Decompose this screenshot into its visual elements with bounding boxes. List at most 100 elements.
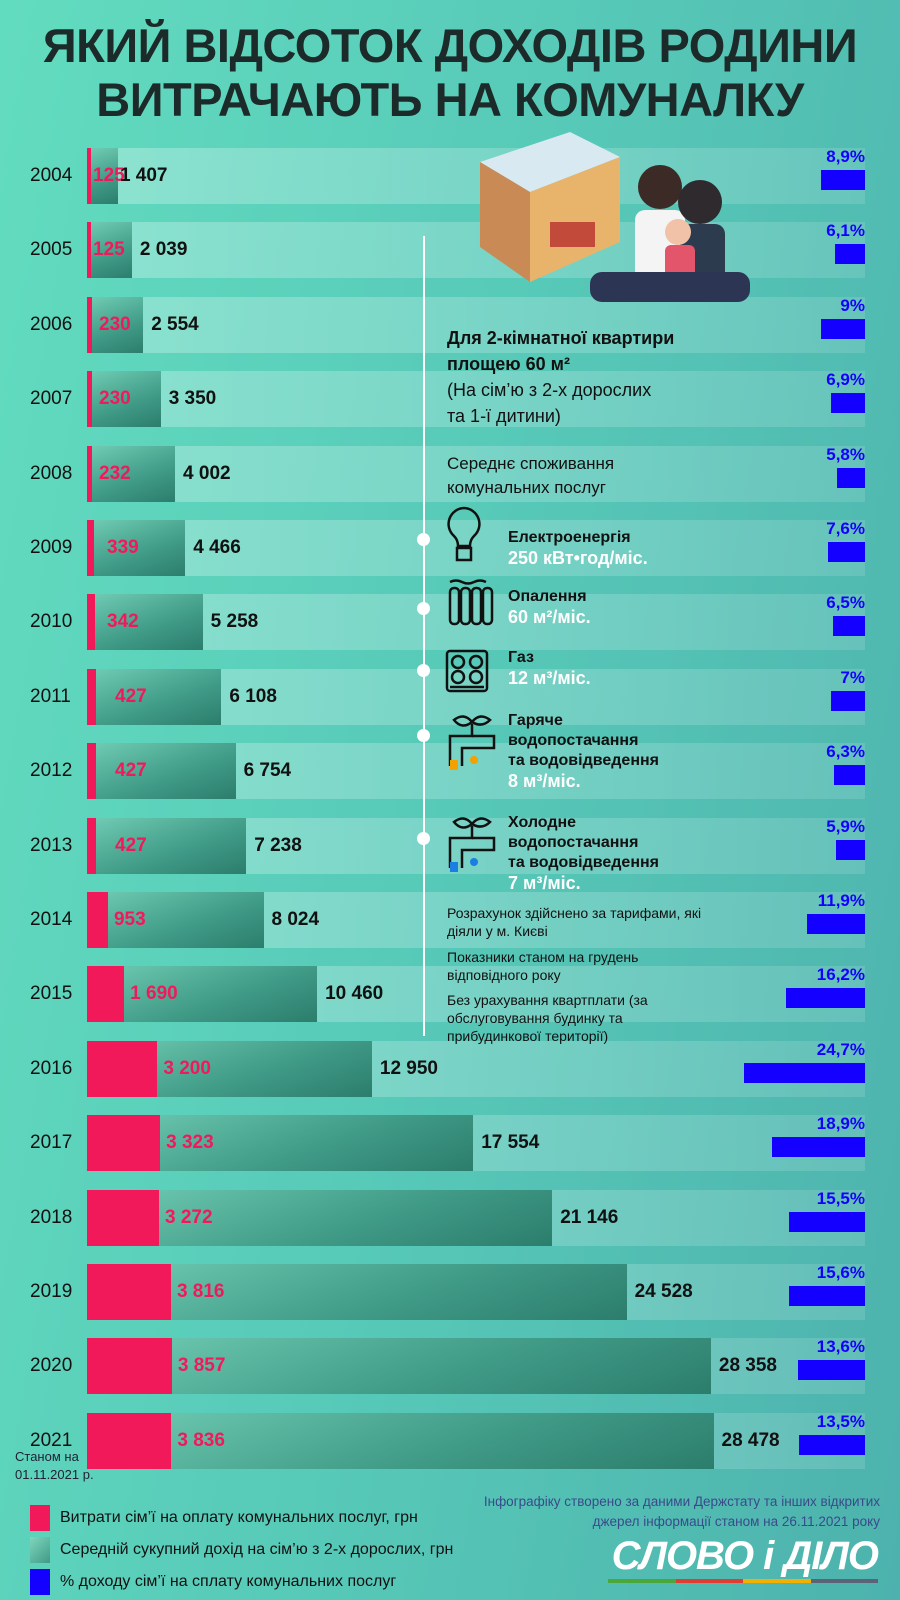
year-label: 2010 xyxy=(30,611,73,633)
spend-value-label: 3 857 xyxy=(177,1355,226,1377)
income-bar xyxy=(87,668,222,725)
income-bar xyxy=(87,1412,714,1469)
percent-value-label: 13,6% xyxy=(816,1337,865,1357)
year-label: 2005 xyxy=(30,239,73,261)
income-bar xyxy=(87,1264,627,1320)
income-bar xyxy=(87,892,264,948)
spend-bar xyxy=(87,892,108,948)
legend-swatch-percent xyxy=(30,1569,50,1595)
panel-connector-line xyxy=(423,236,425,1036)
service-electricity: Електроенергія 250 кВт•год/міс. xyxy=(508,528,648,568)
year-label: 2014 xyxy=(30,909,73,930)
spend-value-label: 427 xyxy=(115,760,147,782)
income-value-label: 2 554 xyxy=(151,313,199,335)
percent-bar xyxy=(798,1360,865,1381)
legend-label-income: Середній сукупний дохід на сім’ю з 2-х д… xyxy=(60,1541,454,1558)
percent-bar xyxy=(835,244,865,265)
bullet-dot xyxy=(417,533,430,546)
panel-heading-2: площею 60 м² xyxy=(447,354,570,374)
service-hot-water: Гаряче водопостачання та водовідведення 8 м… xyxy=(508,711,659,791)
year-label: 2004 xyxy=(30,165,73,186)
percent-bar xyxy=(806,914,865,934)
percent-value-label: 18,9% xyxy=(816,1114,865,1134)
percent-value-label: 7% xyxy=(840,667,865,687)
radiator-icon xyxy=(448,579,494,626)
spend-value-label: 125 xyxy=(93,165,125,186)
row-band xyxy=(87,594,865,651)
year-label: 2015 xyxy=(30,983,73,1005)
title-line-1: ЯКИЙ ВІДСОТОК ДОХОДІВ РОДИНИ xyxy=(42,19,858,72)
spend-value-label: 3 323 xyxy=(166,1132,214,1154)
service-value: 12 м³/міс. xyxy=(508,668,591,688)
logo-text: СЛОВО і ДІЛО xyxy=(611,1534,879,1578)
source-line-2: джерел інформації станом на 26.11.2021 р… xyxy=(592,1514,880,1529)
row-band xyxy=(87,445,865,502)
percent-value-label: 11,9% xyxy=(817,891,865,910)
title-line-2: ВИТРАЧАЮТЬ НА КОМУНАЛКУ xyxy=(96,73,804,126)
income-value-label: 6 108 xyxy=(229,685,277,707)
spend-value-label: 427 xyxy=(115,685,147,707)
service-value: 7 м³/міс. xyxy=(508,873,581,893)
spend-bar xyxy=(87,966,125,1023)
service-value: 250 кВт•год/міс. xyxy=(508,548,648,568)
spend-bar xyxy=(87,1040,158,1097)
spend-bar xyxy=(87,743,97,800)
spend-value-label: 953 xyxy=(113,909,146,930)
legend-label-percent: % доходу сім’ї на сплату комунальних пос… xyxy=(60,1573,397,1590)
spend-value-label: 230 xyxy=(99,388,131,410)
year-label: 2012 xyxy=(30,760,73,782)
income-value-label: 5 258 xyxy=(210,611,259,633)
income-bar xyxy=(87,520,186,576)
stove-icon xyxy=(445,649,489,693)
panel-sub-1: (На сім’ю з 2-х дорослих xyxy=(447,380,652,400)
row-band xyxy=(87,148,865,204)
income-value-label: 28 358 xyxy=(718,1355,777,1377)
percent-value-label: 15,6% xyxy=(816,1263,865,1282)
income-value-label: 8 024 xyxy=(271,909,320,930)
spend-bar xyxy=(87,1189,159,1246)
spend-bar xyxy=(87,1338,172,1395)
spend-bar xyxy=(87,1115,161,1172)
source-line-1: Інфографіку створено за даними Держстату… xyxy=(483,1494,880,1509)
percent-value-label: 6,3% xyxy=(826,742,865,762)
note-december: Показники станом на грудень відповідного… xyxy=(447,949,639,983)
row-band xyxy=(87,222,865,279)
income-value-label: 7 238 xyxy=(254,834,302,856)
as-of-line-1: Станом на xyxy=(15,1449,79,1464)
panel-sub-2: та 1-ї дитини) xyxy=(447,406,561,426)
percent-value-label: 16,2% xyxy=(816,965,865,985)
service-name: водопостачання xyxy=(508,834,639,851)
percent-bar xyxy=(836,467,865,488)
service-value: 60 м²/міс. xyxy=(508,607,591,627)
legend-label-spend: Витрати сім’ї на оплату комунальних посл… xyxy=(60,1509,418,1526)
bullet-dot xyxy=(417,664,430,677)
spend-value-label: 342 xyxy=(107,611,139,633)
spend-value-label: 125 xyxy=(93,239,125,261)
percent-value-label: 6,1% xyxy=(826,221,865,241)
spend-value-label: 3 200 xyxy=(163,1057,211,1079)
percent-bar xyxy=(833,616,865,637)
percent-value-label: 5,8% xyxy=(826,444,865,464)
year-label: 2008 xyxy=(30,462,73,484)
percent-value-label: 5,9% xyxy=(826,816,865,836)
income-bar xyxy=(87,817,247,874)
service-name: Гаряче xyxy=(508,712,563,729)
service-value: 8 м³/міс. xyxy=(508,771,581,791)
spend-value-label: 232 xyxy=(99,462,131,484)
percent-bar xyxy=(789,1211,865,1232)
spend-value-label: 427 xyxy=(115,834,147,856)
percent-bar xyxy=(772,1137,865,1158)
spend-bar xyxy=(87,296,93,353)
panel-heading-1: Для 2-кімнатної квартири xyxy=(447,328,675,348)
service-name: Опалення xyxy=(508,588,587,605)
income-value-label: 2 039 xyxy=(139,239,188,261)
legend-swatch-spend xyxy=(30,1505,50,1531)
note-no-rent: Без урахування квартплати (за обслуговув… xyxy=(447,992,648,1044)
spend-bar xyxy=(87,222,91,279)
percent-value-label: 9% xyxy=(840,295,865,315)
percent-value-label: 8,9% xyxy=(826,147,865,166)
income-bar xyxy=(87,743,236,800)
spend-bar xyxy=(87,668,97,725)
income-value-label: 17 554 xyxy=(481,1132,540,1154)
